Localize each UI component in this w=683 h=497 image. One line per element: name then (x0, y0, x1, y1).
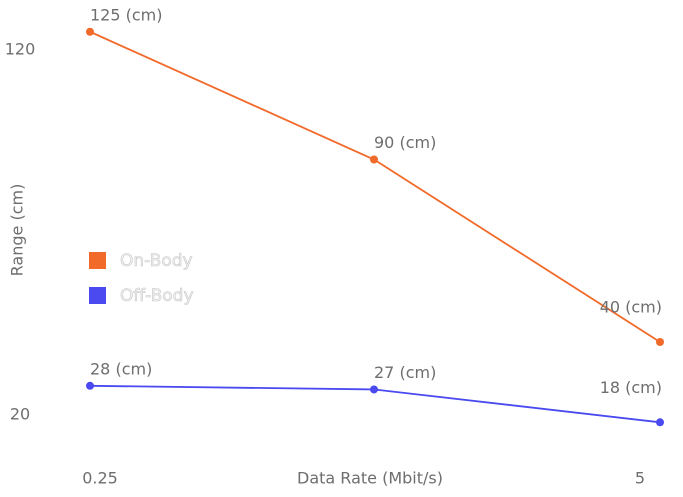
data-label: 125 (cm) (90, 5, 163, 24)
legend-text: On-Body (120, 251, 193, 271)
data-point (370, 385, 378, 394)
legend-swatch (89, 287, 106, 304)
y-tick-label: 120 (5, 40, 36, 59)
x-tick-label: 0.25 (82, 469, 118, 488)
data-point (370, 155, 378, 164)
data-point (86, 381, 94, 390)
data-point (656, 418, 664, 427)
data-label: 40 (cm) (600, 298, 662, 317)
data-point (86, 27, 94, 36)
x-axis-label: Data Rate (Mbit/s) (297, 469, 443, 488)
legend-text: Off-Body (120, 286, 194, 306)
data-label: 28 (cm) (90, 359, 152, 378)
data-label: 18 (cm) (600, 378, 662, 397)
data-label: 27 (cm) (374, 363, 436, 382)
legend-swatch (89, 252, 106, 269)
y-tick-label: 20 (10, 405, 30, 424)
data-label: 90 (cm) (374, 133, 436, 152)
data-point (656, 338, 664, 346)
y-axis-label: Range (cm) (8, 184, 27, 277)
x-tick-label: 5 (635, 469, 645, 488)
